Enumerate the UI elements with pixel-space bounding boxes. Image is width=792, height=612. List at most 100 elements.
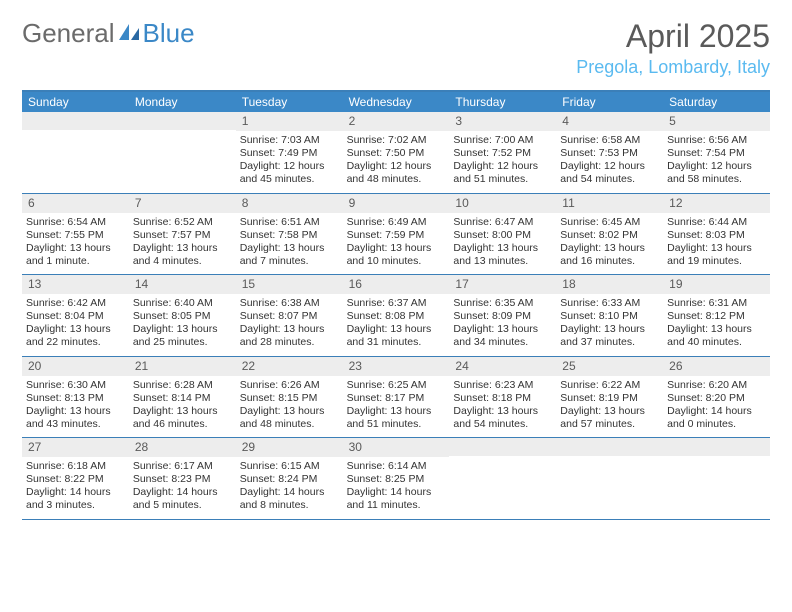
sunset-line: Sunset: 7:54 PM [667, 147, 766, 160]
sunrise-line: Sunrise: 6:54 AM [26, 216, 125, 229]
sunset-line: Sunset: 7:49 PM [240, 147, 339, 160]
date-number: 1 [236, 112, 343, 131]
daylight-line: Daylight: 12 hours and 48 minutes. [347, 160, 446, 186]
calendar-cell: 6 Sunrise: 6:54 AMSunset: 7:55 PMDaylight… [22, 194, 129, 275]
sunrise-line: Sunrise: 6:40 AM [133, 297, 232, 310]
calendar-cell: 3Sunrise: 7:00 AMSunset: 7:52 PMDaylight… [449, 112, 556, 193]
sunrise-line: Sunrise: 7:02 AM [347, 134, 446, 147]
date-number: 14 [129, 275, 236, 294]
title-block: April 2025 Pregola, Lombardy, Italy [576, 18, 770, 78]
logo-word2: Blue [143, 18, 195, 49]
week-row: 27Sunrise: 6:18 AMSunset: 8:22 PMDayligh… [22, 438, 770, 520]
date-number: 17 [449, 275, 556, 294]
calendar-cell: 17 Sunrise: 6:35 AMSunset: 8:09 PMDayligh… [449, 275, 556, 356]
sunrise-line: Sunrise: 6:58 AM [560, 134, 659, 147]
week-row: 6Sunrise: 6:54 AMSunset: 7:55 PMDaylight… [22, 194, 770, 276]
date-number: 13 [22, 275, 129, 294]
sunrise-line: Sunrise: 6:44 AM [667, 216, 766, 229]
calendar-cell-empty [663, 438, 770, 519]
daylight-line: Daylight: 13 hours and 19 minutes. [667, 242, 766, 268]
sunset-line: Sunset: 8:13 PM [26, 392, 125, 405]
calendar-body: 1Sunrise: 7:03 AMSunset: 7:49 PMDaylight… [22, 112, 770, 520]
week-row: 20Sunrise: 6:30 AMSunset: 8:13 PMDayligh… [22, 357, 770, 439]
calendar-cell: 24Sunrise: 6:23 AMSunset: 8:18 PMDayligh… [449, 357, 556, 438]
daylight-line: Daylight: 13 hours and 48 minutes. [240, 405, 339, 431]
calendar-cell-empty [449, 438, 556, 519]
logo-word1: General [22, 18, 115, 49]
date-number: 30 [343, 438, 450, 457]
calendar-cell: 2 Sunrise: 7:02 AMSunset: 7:50 PMDaylight… [343, 112, 450, 193]
daylight-line: Daylight: 13 hours and 54 minutes. [453, 405, 552, 431]
sunset-line: Sunset: 8:10 PM [560, 310, 659, 323]
sunset-line: Sunset: 8:00 PM [453, 229, 552, 242]
daylight-line: Daylight: 14 hours and 0 minutes. [667, 405, 766, 431]
date-number: 26 [663, 357, 770, 376]
date-number: 7 [129, 194, 236, 213]
sunrise-line: Sunrise: 7:00 AM [453, 134, 552, 147]
week-row: 1Sunrise: 7:03 AMSunset: 7:49 PMDaylight… [22, 112, 770, 194]
daylight-line: Daylight: 13 hours and 22 minutes. [26, 323, 125, 349]
sunset-line: Sunset: 8:24 PM [240, 473, 339, 486]
calendar-cell: 27Sunrise: 6:18 AMSunset: 8:22 PMDayligh… [22, 438, 129, 519]
sunset-line: Sunset: 8:09 PM [453, 310, 552, 323]
calendar-cell: 12Sunrise: 6:44 AMSunset: 8:03 PMDayligh… [663, 194, 770, 275]
date-number: 28 [129, 438, 236, 457]
daylight-line: Daylight: 13 hours and 16 minutes. [560, 242, 659, 268]
date-number: 18 [556, 275, 663, 294]
calendar-cell: 4Sunrise: 6:58 AMSunset: 7:53 PMDaylight… [556, 112, 663, 193]
sunrise-line: Sunrise: 6:47 AM [453, 216, 552, 229]
sunrise-line: Sunrise: 6:37 AM [347, 297, 446, 310]
calendar-cell: 13Sunrise: 6:42 AMSunset: 8:04 PMDayligh… [22, 275, 129, 356]
date-number: 20 [22, 357, 129, 376]
calendar-cell: 14Sunrise: 6:40 AMSunset: 8:05 PMDayligh… [129, 275, 236, 356]
sunset-line: Sunset: 8:20 PM [667, 392, 766, 405]
daylight-line: Daylight: 13 hours and 34 minutes. [453, 323, 552, 349]
dow-thursday: Thursday [449, 92, 556, 112]
sunrise-line: Sunrise: 6:33 AM [560, 297, 659, 310]
date-number: 15 [236, 275, 343, 294]
date-number: 10 [449, 194, 556, 213]
dow-friday: Friday [556, 92, 663, 112]
date-number: 27 [22, 438, 129, 457]
date-number [663, 438, 770, 456]
calendar-cell: 19Sunrise: 6:31 AMSunset: 8:12 PMDayligh… [663, 275, 770, 356]
date-number: 29 [236, 438, 343, 457]
sunrise-line: Sunrise: 6:23 AM [453, 379, 552, 392]
daylight-line: Daylight: 14 hours and 11 minutes. [347, 486, 446, 512]
daylight-line: Daylight: 12 hours and 58 minutes. [667, 160, 766, 186]
sunset-line: Sunset: 8:07 PM [240, 310, 339, 323]
sunset-line: Sunset: 8:03 PM [667, 229, 766, 242]
calendar-cell: 29Sunrise: 6:15 AMSunset: 8:24 PMDayligh… [236, 438, 343, 519]
daylight-line: Daylight: 13 hours and 57 minutes. [560, 405, 659, 431]
sunset-line: Sunset: 7:59 PM [347, 229, 446, 242]
sunset-line: Sunset: 7:50 PM [347, 147, 446, 160]
dow-tuesday: Tuesday [236, 92, 343, 112]
sunrise-line: Sunrise: 6:49 AM [347, 216, 446, 229]
sunset-line: Sunset: 8:12 PM [667, 310, 766, 323]
calendar-cell: 30Sunrise: 6:14 AMSunset: 8:25 PMDayligh… [343, 438, 450, 519]
calendar-cell: 11Sunrise: 6:45 AMSunset: 8:02 PMDayligh… [556, 194, 663, 275]
sunrise-line: Sunrise: 6:31 AM [667, 297, 766, 310]
calendar-cell: 28Sunrise: 6:17 AMSunset: 8:23 PMDayligh… [129, 438, 236, 519]
sunset-line: Sunset: 7:55 PM [26, 229, 125, 242]
date-number [556, 438, 663, 456]
sunset-line: Sunset: 8:14 PM [133, 392, 232, 405]
sunset-line: Sunset: 8:19 PM [560, 392, 659, 405]
calendar-cell: 22Sunrise: 6:26 AMSunset: 8:15 PMDayligh… [236, 357, 343, 438]
calendar-cell-empty [129, 112, 236, 193]
calendar-cell: 23Sunrise: 6:25 AMSunset: 8:17 PMDayligh… [343, 357, 450, 438]
daylight-line: Daylight: 13 hours and 31 minutes. [347, 323, 446, 349]
daylight-line: Daylight: 13 hours and 10 minutes. [347, 242, 446, 268]
calendar: SundayMondayTuesdayWednesdayThursdayFrid… [22, 90, 770, 520]
sunrise-line: Sunrise: 6:38 AM [240, 297, 339, 310]
daylight-line: Daylight: 13 hours and 1 minute. [26, 242, 125, 268]
sunrise-line: Sunrise: 6:35 AM [453, 297, 552, 310]
calendar-cell: 21Sunrise: 6:28 AMSunset: 8:14 PMDayligh… [129, 357, 236, 438]
sunset-line: Sunset: 8:08 PM [347, 310, 446, 323]
date-number: 6 [22, 194, 129, 213]
date-number: 16 [343, 275, 450, 294]
date-number: 2 [343, 112, 450, 131]
sunset-line: Sunset: 8:25 PM [347, 473, 446, 486]
logo: General Blue [22, 18, 195, 49]
sunset-line: Sunset: 8:02 PM [560, 229, 659, 242]
